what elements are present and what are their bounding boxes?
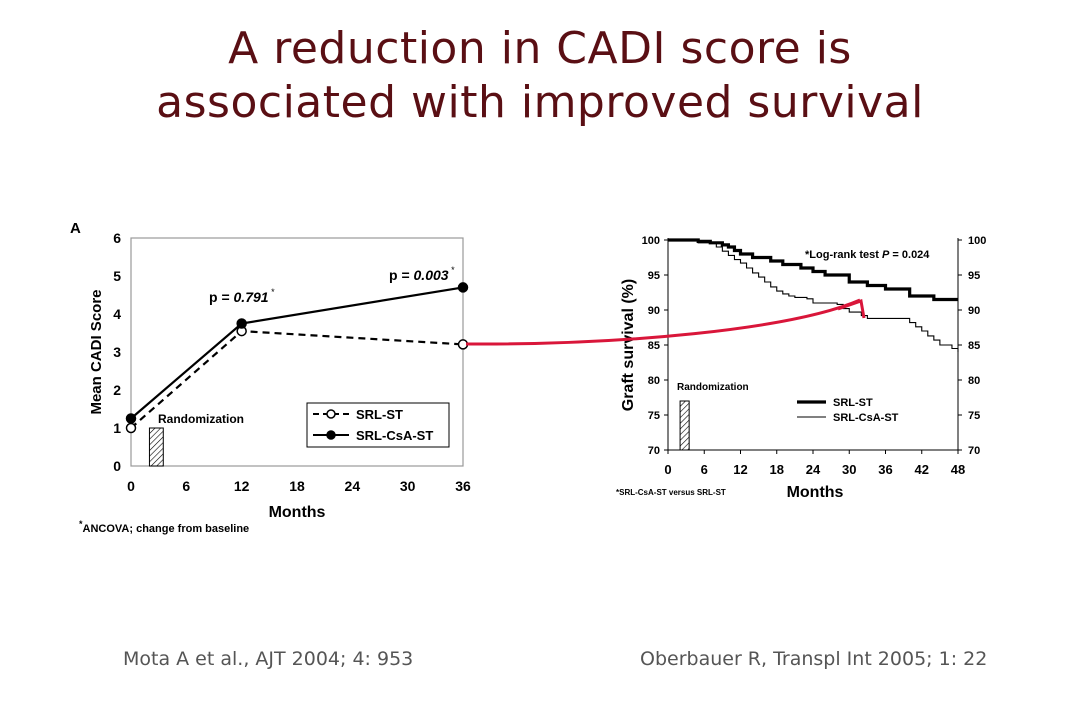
chart-b-x-tick-label: 6 (701, 462, 708, 477)
chart-b-y-tick-label-left: 85 (648, 340, 660, 352)
chart-b-legend-label-srl-st: SRL-ST (833, 397, 873, 409)
chart-b-y-tick-label-left: 80 (648, 375, 660, 387)
chart-b-x-axis-label: Months (787, 484, 844, 501)
chart-a-y-tick-label: 1 (113, 420, 121, 436)
chart-a-x-tick-label: 0 (127, 478, 135, 494)
chart-b-x-tick-label: 0 (664, 462, 671, 477)
chart-a-x-tick-label: 36 (455, 478, 471, 494)
slide-title-line-2: associated with improved survival (156, 77, 924, 128)
chart-a-data-point (457, 282, 469, 293)
chart-b-y-tick-label-left: 75 (648, 410, 660, 422)
chart-b-y-tick-label-right: 100 (968, 235, 986, 247)
chart-b-y-tick-label-right: 80 (968, 375, 980, 387)
chart-b-y-tick-label-right: 75 (968, 410, 980, 422)
chart-b-series-srl-csa-st-line (668, 239, 959, 352)
chart-a-legend-label-srl-csa-st: SRL-CsA-ST (356, 428, 433, 443)
chart-b-randomization-label: Randomization (677, 382, 749, 393)
chart-a-x-tick-label: 24 (345, 478, 361, 494)
chart-b-logrank-annotation: *Log-rank test P = 0.024 (805, 249, 930, 261)
chart-a-data-point (236, 318, 247, 329)
chart-a-x-tick-label: 12 (234, 478, 250, 494)
citation-left: Mota A et al., AJT 2004; 4: 953 (123, 648, 414, 670)
chart-a-legend-marker-srl-csa-st (326, 430, 336, 440)
chart-b-y-tick-label-left: 70 (648, 445, 660, 457)
chart-b-x-tick-label: 36 (878, 462, 892, 477)
chart-a-plot-frame (130, 237, 464, 467)
chart-b-x-tick-label: 24 (806, 462, 821, 477)
chart-a-legend-label-srl-st: SRL-ST (356, 407, 403, 422)
chart-a-x-axis-label: Months (269, 504, 326, 521)
chart-a-footnote: *ANCOVA; change from baseline (79, 519, 249, 535)
chart-b-series-srl-st-line (668, 238, 958, 302)
chart-a-randomization-label: Randomization (158, 412, 244, 426)
chart-a-data-point (125, 422, 137, 434)
slide-title-line-1: A reduction in CADI score is (228, 23, 852, 74)
chart-a-y-tick-label: 5 (113, 268, 121, 284)
chart-b-y-tick-label-right: 95 (968, 270, 980, 282)
chart-a-series-srl-csa-st-line (130, 286, 464, 420)
chart-b-randomization-bar (679, 400, 690, 451)
chart-a-x-tick-label: 18 (289, 478, 305, 494)
chart-b-x-tick-label: 30 (842, 462, 856, 477)
chart-a-panel-label: A (70, 220, 81, 237)
chart-b-x-tick-label: 48 (951, 462, 965, 477)
chart-b-y-tick-label-left: 95 (648, 270, 660, 282)
chart-b-y-tick-label-right: 70 (968, 445, 980, 457)
chart-b-y-tick-label-right: 85 (968, 340, 980, 352)
citation-right: Oberbauer R, Transpl Int 2005; 1: 22 (640, 648, 988, 670)
chart-b-y-tick-label-left: 100 (642, 235, 660, 247)
chart-a-x-tick-label: 6 (182, 478, 190, 494)
chart-a-data-point (125, 413, 137, 424)
chart-a-y-tick-label: 2 (113, 382, 121, 398)
chart-b-x-tick-label: 42 (915, 462, 929, 477)
chart-b-x-tick-label: 18 (770, 462, 784, 477)
chart-a-p-value-annotation-2: p = 0.003 * (389, 265, 455, 283)
chart-b-footnote: *SRL-CsA-ST versus SRL-ST (616, 488, 726, 497)
chart-a-p-value-annotation-1: p = 0.791 * (209, 287, 275, 305)
chart-a-y-axis-label: Mean CADI Score (88, 289, 105, 414)
chart-b-y-tick-label-left: 90 (648, 305, 660, 317)
chart-b-x-tick-label: 12 (733, 462, 747, 477)
connector-arrow-curve (465, 298, 861, 346)
connector-arrow-head (837, 299, 866, 319)
chart-a-y-tick-label: 6 (113, 230, 121, 246)
chart-a-legend-marker-srl-st (326, 409, 336, 419)
chart-b-y-axis-label: Graft survival (%) (620, 279, 637, 411)
chart-a-randomization-bar (148, 427, 164, 467)
chart-b-legend-label-srl-csa-st: SRL-CsA-ST (833, 412, 899, 424)
chart-a-y-tick-label: 4 (113, 306, 121, 322)
chart-b-y-tick-label-right: 90 (968, 305, 980, 317)
chart-a-x-tick-label: 30 (400, 478, 416, 494)
slide-title: A reduction in CADI score is associated … (0, 22, 1080, 130)
chart-a-y-tick-label: 0 (113, 458, 121, 474)
chart-a-y-tick-label: 3 (113, 344, 121, 360)
